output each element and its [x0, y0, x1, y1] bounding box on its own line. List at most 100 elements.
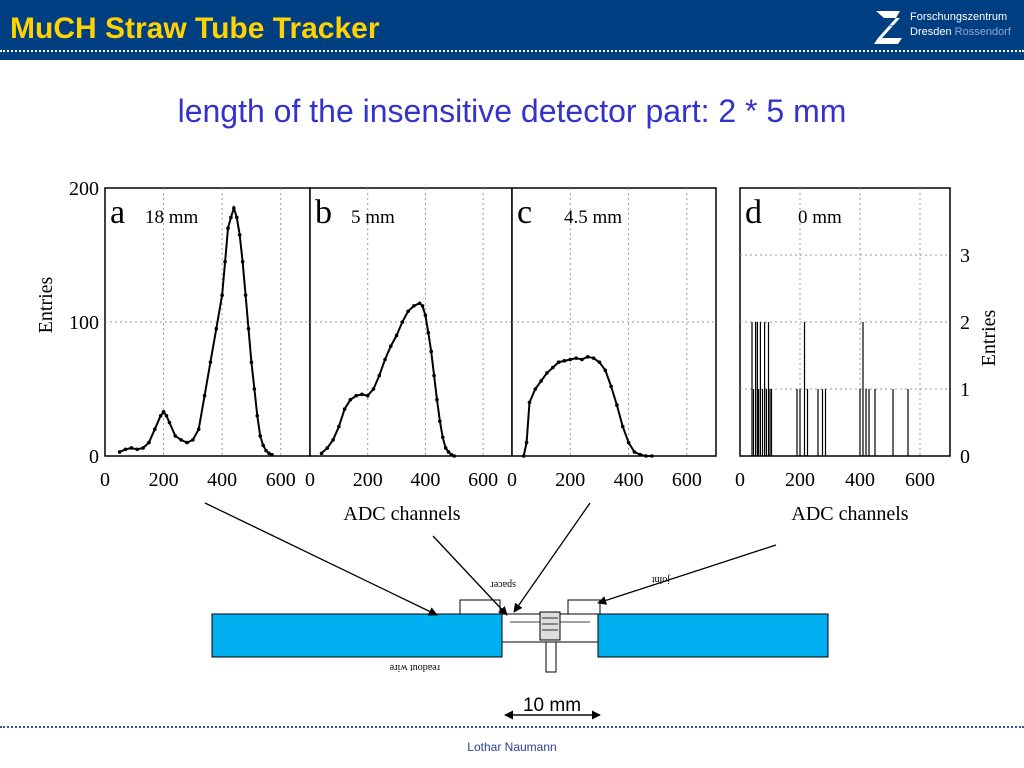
x-tick-label: 400: [845, 469, 875, 491]
data-point: [556, 360, 561, 365]
footer-divider: [0, 726, 1024, 728]
data-point: [423, 313, 428, 318]
page-title: MuCH Straw Tube Tracker: [10, 12, 380, 45]
logo-site: Rossendorf: [954, 26, 1011, 38]
y-axis-label-right: Entries: [978, 309, 1000, 366]
data-point: [615, 403, 619, 407]
y-axis-label-left: Entries: [35, 276, 57, 333]
pointer-arrow-a: [204, 502, 438, 616]
x-tick-label: 600: [905, 469, 935, 491]
data-point: [173, 434, 178, 438]
data-point: [179, 438, 183, 442]
data-point: [417, 301, 422, 306]
data-line: [320, 302, 455, 457]
data-point: [533, 387, 538, 391]
data-point: [255, 414, 260, 418]
data-point: [152, 427, 157, 432]
data-point: [524, 440, 529, 445]
data-point: [141, 446, 145, 450]
data-point: [440, 435, 445, 440]
readout-pin: [545, 641, 557, 673]
logo-city: Dresden: [910, 26, 952, 38]
x-tick-label: 400: [207, 469, 237, 491]
data-point: [226, 226, 230, 230]
data-point: [240, 259, 245, 264]
data-point: [443, 446, 448, 450]
length-label: 18 mm: [145, 207, 199, 228]
data-point: [234, 215, 239, 220]
data-point: [585, 355, 590, 359]
data-point: [632, 450, 637, 454]
end-cap-left: [459, 599, 501, 615]
x-tick-label: 200: [555, 469, 585, 491]
data-point: [365, 393, 370, 398]
data-point: [545, 371, 549, 375]
data-point: [562, 359, 567, 363]
data-point: [319, 451, 324, 456]
straw-tube-schematic: spacer joint readout wire: [211, 574, 829, 673]
data-point: [539, 379, 543, 383]
data-point: [337, 424, 341, 429]
data-point: [123, 447, 128, 452]
scale-label: 10 mm: [523, 695, 581, 716]
slide-subtitle: length of the insensitive detector part:…: [177, 93, 847, 129]
data-point: [223, 259, 227, 264]
data-point: [243, 293, 248, 298]
data-point: [249, 360, 254, 365]
data-point: [597, 360, 602, 365]
end-cap-right: [567, 599, 601, 615]
data-point: [135, 447, 140, 452]
tube-right: [597, 613, 829, 658]
data-point: [270, 452, 274, 457]
data-point: [331, 438, 335, 442]
data-point: [591, 356, 596, 360]
data-point: [426, 330, 431, 335]
data-point: [202, 393, 207, 398]
figure: 0 200 400 600 0 100 200 a 18 mm 0 200 400 600 b 5 mm 0 2…: [0, 160, 1024, 735]
header-bar: MuCH Straw Tube Tracker ZI Forschungszen…: [0, 0, 1024, 60]
data-point: [626, 440, 631, 445]
data-point: [117, 450, 122, 454]
data-point: [650, 454, 654, 458]
data-point: [267, 451, 271, 456]
panel-letter: a: [110, 194, 125, 231]
data-point: [214, 326, 219, 331]
y-tick-label: 200: [69, 178, 99, 200]
data-point: [574, 356, 578, 360]
x-axis-label-left: ADC channels: [343, 503, 460, 525]
data-point: [551, 365, 555, 370]
data-point: [452, 454, 457, 458]
data-point: [580, 357, 584, 362]
data-point: [220, 293, 224, 298]
data-point: [620, 424, 625, 429]
data-point: [521, 454, 526, 458]
logo: ZI Forschungszentrum Dresden Rossendorf: [870, 8, 1020, 44]
length-label: 0 mm: [798, 207, 842, 228]
x-tick-label: 600: [468, 469, 498, 491]
data-point: [400, 320, 405, 324]
data-point: [161, 409, 166, 414]
data-point: [438, 419, 442, 423]
footer-author: Lothar Naumann: [467, 740, 557, 754]
data-point: [258, 434, 263, 438]
logo-line-2: Dresden Rossendorf: [910, 25, 1011, 40]
data-point: [252, 387, 257, 391]
data-point: [348, 397, 353, 402]
x-tick-label: 200: [149, 469, 179, 491]
pointer-arrow-d: [597, 544, 777, 605]
data-point: [185, 440, 189, 445]
fzd-logo-icon: ZI: [874, 11, 902, 44]
x-tick-label: 600: [672, 469, 702, 491]
panel-letter: b: [315, 194, 332, 231]
pointer-arrow-c: [513, 502, 591, 613]
data-point: [264, 448, 268, 453]
data-point: [191, 438, 195, 442]
x-tick-label: 200: [353, 469, 383, 491]
y-tick-label: 2: [960, 312, 970, 334]
data-point: [196, 427, 201, 432]
x-tick-label: 0: [735, 469, 745, 491]
y-tick-label: 0: [89, 446, 99, 468]
data-point: [435, 397, 439, 402]
